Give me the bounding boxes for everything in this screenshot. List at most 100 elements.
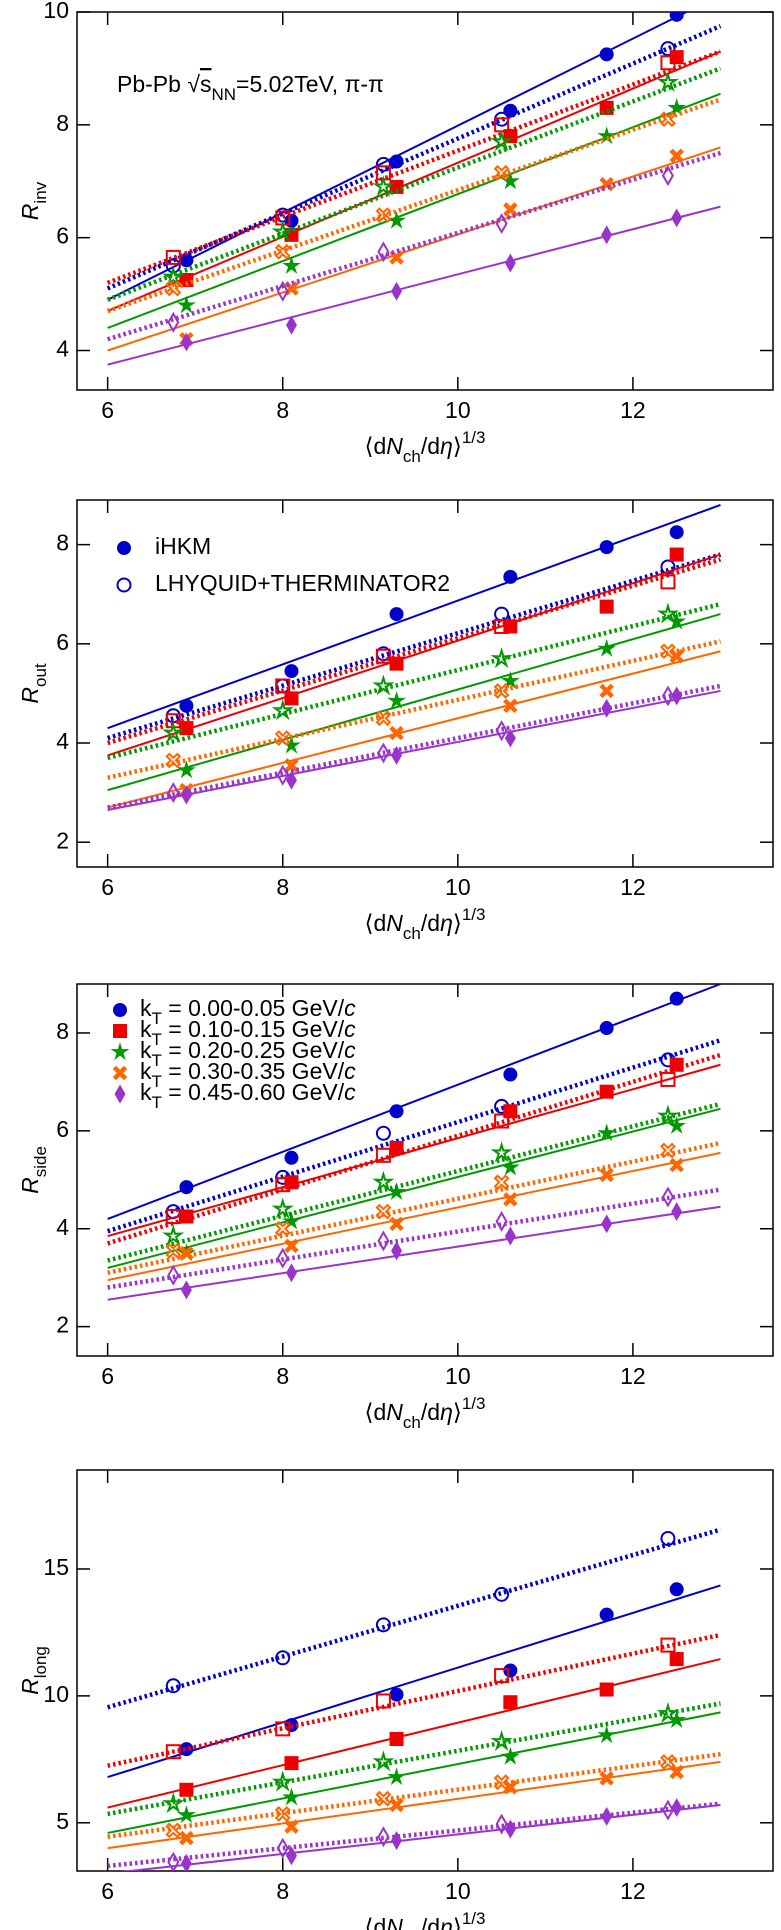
marker [165,752,182,769]
x-tick-label: 10 [445,874,471,900]
x-label-part: ⟩ [453,1399,462,1425]
fit-line [121,1804,721,1871]
marker [165,249,181,265]
y-axis-label: Rout [17,663,50,704]
marker [179,1830,194,1846]
fit-line [107,689,721,811]
plot-area [107,1527,722,1871]
legend-marker [113,1003,127,1017]
marker [271,1770,294,1792]
fit-line [107,639,721,780]
legend-part: c [344,1037,356,1063]
marker [494,1668,510,1684]
marker [372,674,395,696]
legend-part: c [344,1079,356,1105]
marker [660,643,676,660]
legend-part: = 0.10-0.15 GeV/ [162,1016,345,1042]
y-label-main: R [17,687,43,704]
plot-frame [76,983,774,1357]
marker [669,1764,684,1780]
y-label-sub: long [31,1646,50,1678]
fit-line [107,1801,721,1869]
marker [503,202,518,217]
marker [660,41,676,57]
x-label-part: ⟩ [453,1914,462,1930]
x-label-part: /d [421,910,440,936]
marker [389,1732,404,1747]
y-tick-label: 4 [56,1214,69,1240]
x-label-part: N [386,1399,403,1425]
fit-line [107,650,721,809]
marker [375,1617,391,1633]
marker [660,1142,676,1159]
marker [667,1116,687,1134]
marker [494,618,510,634]
marker [167,1264,180,1286]
marker [179,1782,194,1797]
marker [493,1174,510,1191]
marker [165,1822,182,1839]
marker [375,648,391,664]
x-tick-label: 12 [620,874,646,900]
marker [387,690,406,709]
x-tick-label: 8 [276,1363,289,1389]
marker [165,1242,182,1259]
fit-line [106,66,722,302]
y-tick-label: 8 [56,530,69,556]
marker [286,770,297,790]
marker [660,1071,676,1087]
y-tick-label: 6 [56,629,69,655]
marker [165,1744,181,1760]
x-axis-label: ⟨dNch/dη⟩1/3 [365,428,486,466]
marker [599,599,614,614]
x-label-part: N [386,910,403,936]
plot-area [106,504,722,811]
marker [597,1123,617,1142]
marker [282,256,301,274]
marker [504,1226,516,1246]
plot-area [106,12,722,366]
fit-line [106,150,722,342]
x-tick-label: 8 [276,874,289,900]
marker [180,332,192,352]
marker [284,691,299,706]
y-label-main: R [17,204,43,221]
marker [500,671,520,690]
y-tick-label: 10 [43,0,69,23]
y-tick-label: 2 [56,827,69,853]
x-label-part: /d [421,1399,440,1425]
x-tick-label: 8 [276,397,289,423]
marker [660,1637,676,1653]
marker [661,1186,674,1208]
y-axis-label: Rlong [17,1646,50,1695]
marker [375,156,391,172]
x-tick-label: 12 [620,397,646,423]
legend-marker [112,1065,128,1081]
fit-line [106,97,722,314]
legend-part: = 0.00-0.05 GeV/ [162,995,345,1021]
marker [599,1771,614,1786]
marker [387,210,406,229]
plot-frame [76,1469,774,1872]
y-tick-label: 6 [56,223,69,249]
y-axis-label: Rinv [17,181,50,220]
plot-frame [76,11,774,391]
marker [179,272,194,287]
marker [660,55,676,71]
marker [493,164,510,181]
annotation-part: NN [211,85,236,104]
marker [503,1663,518,1678]
legend-part: T [152,1030,162,1049]
marker [391,1241,402,1261]
marker [660,1753,676,1770]
marker [671,1798,683,1818]
legend-marker [113,1024,127,1038]
legend-label: kT = 0.00-0.05 GeV/c [140,995,356,1028]
x-tick-label: 12 [620,1878,646,1904]
marker [601,225,613,245]
marker [286,1846,297,1866]
marker [597,638,617,657]
marker [377,742,390,764]
marker [177,295,196,314]
marker [389,154,404,169]
